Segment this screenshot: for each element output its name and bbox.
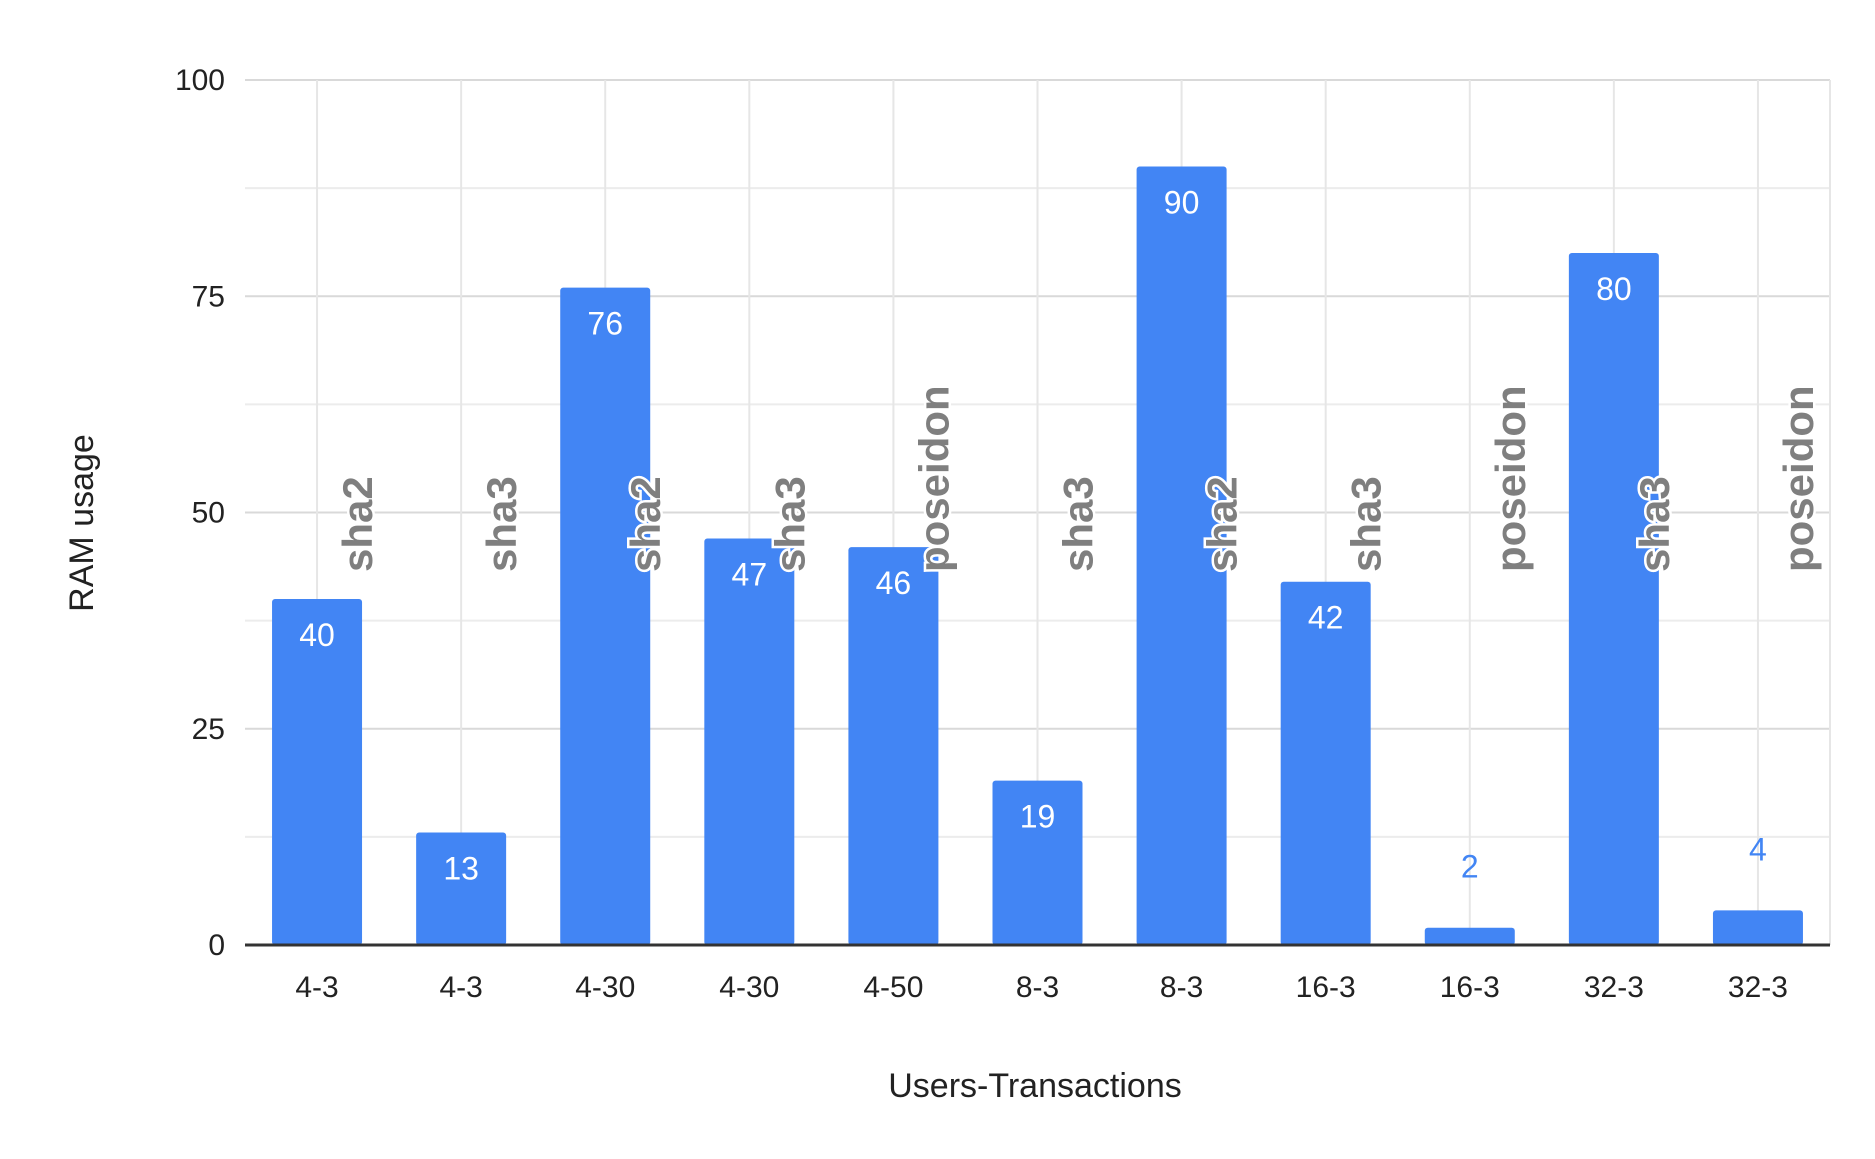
bar	[1280, 581, 1371, 945]
data-label: 19	[1020, 799, 1056, 835]
y-tick-label: 75	[192, 280, 225, 313]
x-tick-label: 4-30	[575, 971, 635, 1004]
data-label: 42	[1308, 600, 1344, 636]
data-label: 13	[443, 851, 479, 887]
y-axis-title: RAM usage	[63, 434, 101, 612]
hash-annotation: sha3	[1343, 476, 1390, 572]
data-labels: 40 13 76 47 46 19 90 42 2 80 4	[299, 185, 1767, 887]
bar	[272, 599, 363, 945]
hash-annotation: poseidon	[910, 385, 957, 572]
x-tick-label: 4-3	[439, 971, 482, 1004]
data-label: 40	[299, 617, 335, 653]
hash-annotation: sha3	[1055, 476, 1102, 572]
x-tick-label: 4-3	[295, 971, 338, 1004]
x-tick-label: 4-30	[719, 971, 779, 1004]
bar	[848, 547, 939, 945]
hash-annotation: sha2	[334, 476, 381, 572]
hash-annotation: poseidon	[1775, 385, 1822, 572]
hash-annotation: sha2	[622, 476, 669, 572]
bar	[416, 832, 507, 945]
data-label: 4	[1749, 831, 1767, 867]
bar	[1712, 910, 1803, 945]
hash-annotation: sha3	[1631, 476, 1678, 572]
hash-annotation: poseidon	[1487, 385, 1534, 572]
data-label: 46	[876, 565, 912, 601]
y-tick-label: 25	[192, 713, 225, 746]
y-tick-label: 100	[175, 64, 225, 97]
data-label: 76	[587, 306, 623, 342]
y-tick-label: 0	[208, 929, 225, 962]
axes: 0 25 50 75 100 4-3 4-3 4-30 4-30 4-50 8-3 8-3 16-3 16…	[175, 64, 1830, 1004]
hash-annotation: sha3	[766, 476, 813, 572]
x-tick-label: 8-3	[1160, 971, 1203, 1004]
y-tick-label: 50	[192, 497, 225, 530]
x-tick-label: 8-3	[1016, 971, 1059, 1004]
data-label: 90	[1164, 185, 1200, 221]
data-label: 47	[732, 556, 768, 592]
x-tick-label: 32-3	[1728, 971, 1788, 1004]
bar-annotations: sha2 sha3 sha2 sha3 poseidon sha3 sha2 sha3 pose…	[332, 383, 1825, 575]
bar	[1424, 927, 1515, 945]
x-tick-label: 32-3	[1584, 971, 1644, 1004]
x-tick-label: 4-50	[863, 971, 923, 1004]
bars	[272, 166, 1803, 946]
hash-annotation: sha2	[1199, 476, 1246, 572]
data-label: 80	[1596, 271, 1632, 307]
bar	[704, 538, 795, 945]
bar	[992, 780, 1083, 945]
data-label: 2	[1461, 849, 1479, 885]
bar	[1568, 253, 1659, 945]
x-axis-title: Users-Transactions	[888, 1067, 1181, 1105]
bar	[560, 287, 651, 946]
x-tick-label: 16-3	[1440, 971, 1500, 1004]
bar	[1136, 166, 1227, 945]
x-tick-label: 16-3	[1296, 971, 1356, 1004]
hash-annotation: sha3	[478, 476, 525, 572]
